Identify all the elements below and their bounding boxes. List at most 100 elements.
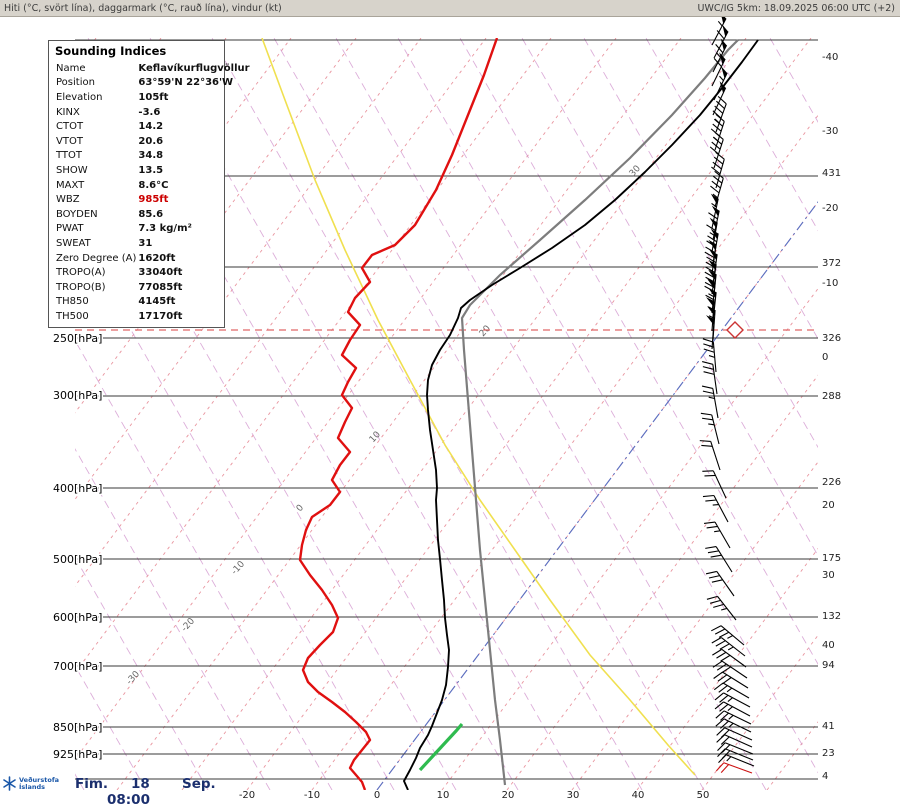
bottom-temp-label: 30 xyxy=(567,790,580,801)
inner-isotherm-label: -30 xyxy=(125,669,142,687)
wind-barb xyxy=(714,692,751,708)
index-name: SWEAT xyxy=(56,237,91,249)
bottom-temp-label: 0 xyxy=(374,790,380,801)
index-value: 105ft xyxy=(138,91,169,103)
index-row: Name Keflavíkurflugvöllur xyxy=(49,61,252,76)
wind-barb xyxy=(704,521,731,549)
isotherm-line xyxy=(246,38,812,790)
index-row: TH850 4145ft xyxy=(49,295,252,310)
index-value: 63°59'N 22°36'W xyxy=(138,77,234,89)
pressure-axis-label: 400[hPa] xyxy=(53,482,102,495)
index-name: KINX xyxy=(56,106,80,118)
index-name: TROPO(A) xyxy=(56,267,106,279)
adiabat-line xyxy=(832,38,900,790)
wind-barb xyxy=(714,701,751,717)
right-temp-label: 20 xyxy=(822,500,835,511)
right-temp-label: -20 xyxy=(822,203,838,214)
sounding-indices-panel: Sounding Indices Name Keflavíkurflugvöllu… xyxy=(48,40,250,328)
index-value: 77085ft xyxy=(138,281,183,293)
bottom-temp-label: 50 xyxy=(697,790,710,801)
right-height-label: 23 xyxy=(822,748,835,759)
adiabat-line xyxy=(645,38,818,340)
wind-barb xyxy=(713,24,729,59)
isotherm-line xyxy=(116,38,682,790)
index-name: CTOT xyxy=(56,121,84,133)
inner-isotherm-label: -20 xyxy=(180,616,197,634)
wind-barb xyxy=(715,762,753,774)
wind-barb xyxy=(713,66,728,101)
dewpoint-line xyxy=(298,38,499,790)
pressure-axis-label: 925[hPa] xyxy=(53,748,102,761)
wind-barb xyxy=(704,239,717,275)
adiabat-line xyxy=(75,556,209,790)
wind-barb xyxy=(713,671,749,689)
adiabat-line xyxy=(707,38,818,232)
pressure-axis-label: 700[hPa] xyxy=(53,660,102,673)
adiabat-line xyxy=(75,339,333,790)
isotherm-line xyxy=(311,114,818,790)
isotherm-line xyxy=(636,547,818,790)
index-name: TTOT xyxy=(56,150,83,162)
index-name: VTOT xyxy=(56,135,83,147)
index-value: -3.6 xyxy=(138,106,161,118)
right-temp-label: -10 xyxy=(822,278,838,289)
adiabat-line xyxy=(75,448,271,790)
index-row: Elevation 105ft xyxy=(49,90,252,105)
bottom-temp-label: 40 xyxy=(632,790,645,801)
index-value: 85.6 xyxy=(138,208,164,220)
wind-barb xyxy=(713,682,750,699)
title-bar: Hiti (°C, svört lína), daggarmark (°C, r… xyxy=(0,0,900,17)
index-row: TROPO(B) 77085ft xyxy=(49,280,252,295)
index-row: TTOT 34.8 xyxy=(49,149,252,164)
parcel-segment xyxy=(418,722,464,772)
pressure-axis-label: 600[hPa] xyxy=(53,611,102,624)
wind-barb xyxy=(711,625,745,646)
isotherm-line xyxy=(181,38,747,790)
gray-reference-line xyxy=(460,39,739,786)
index-name: Position xyxy=(56,77,95,89)
isotherm-line xyxy=(75,38,617,761)
pressure-axis-label: 300[hPa] xyxy=(53,389,102,402)
index-name: PWAT xyxy=(56,223,84,235)
index-row: WBZ 985ft xyxy=(49,192,252,207)
profile-lines xyxy=(75,38,818,790)
isotherm-line xyxy=(376,201,818,790)
index-value: 7.3 kg/m² xyxy=(138,223,192,235)
right-temp-label: -40 xyxy=(822,52,838,63)
wind-barb xyxy=(711,52,726,87)
wind-barb xyxy=(702,470,727,499)
wind-barb xyxy=(710,113,725,151)
index-value: 33040ft xyxy=(138,267,183,279)
index-name: TROPO(B) xyxy=(56,281,106,293)
bottom-temp-label: -20 xyxy=(239,790,255,801)
index-name: Name xyxy=(56,62,86,74)
wind-barb xyxy=(711,151,725,189)
wind-barb xyxy=(712,38,728,73)
adiabat-line xyxy=(0,38,22,790)
model-run-info: UWC/IG 5km: 18.09.2025 06:00 UTC (+2) xyxy=(697,2,895,14)
wind-barb xyxy=(702,338,717,373)
right-height-label: 175 xyxy=(822,553,841,564)
isotherm-line xyxy=(75,38,487,587)
adiabat-line xyxy=(459,38,818,665)
wind-barb xyxy=(705,570,735,597)
inner-isotherm-label: 20 xyxy=(478,324,493,339)
right-temp-label: 30 xyxy=(822,570,835,581)
wind-barb xyxy=(718,754,755,767)
right-temp-label: 0 xyxy=(822,352,828,363)
indices-title: Sounding Indices xyxy=(55,44,167,58)
wind-barb xyxy=(700,412,720,445)
index-row: MAXT 8.6°C xyxy=(49,178,252,193)
axis-labels: 250[hPa] 300[hPa] 400[hPa] 500[hPa] 600[hPa]… xyxy=(52,52,842,801)
adiabat-line xyxy=(75,231,395,790)
right-height-label: 4 xyxy=(822,771,828,782)
index-row: BOYDEN 85.6 xyxy=(49,207,252,222)
bottom-temp-label: 10 xyxy=(437,790,450,801)
tropopause-marker xyxy=(726,321,744,339)
index-name: Zero Degree (A) xyxy=(56,252,137,264)
isotherm-line xyxy=(75,38,422,501)
right-height-label: 94 xyxy=(822,660,835,671)
index-row: Position 63°59'N 22°36'W xyxy=(49,76,252,91)
right-temp-label: -30 xyxy=(822,126,838,137)
